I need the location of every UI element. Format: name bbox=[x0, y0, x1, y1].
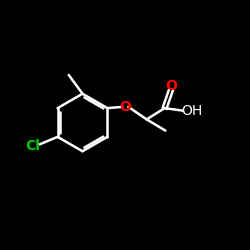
Text: O: O bbox=[165, 79, 177, 93]
Text: OH: OH bbox=[181, 104, 202, 118]
Text: O: O bbox=[120, 100, 131, 114]
Text: Cl: Cl bbox=[25, 138, 40, 152]
